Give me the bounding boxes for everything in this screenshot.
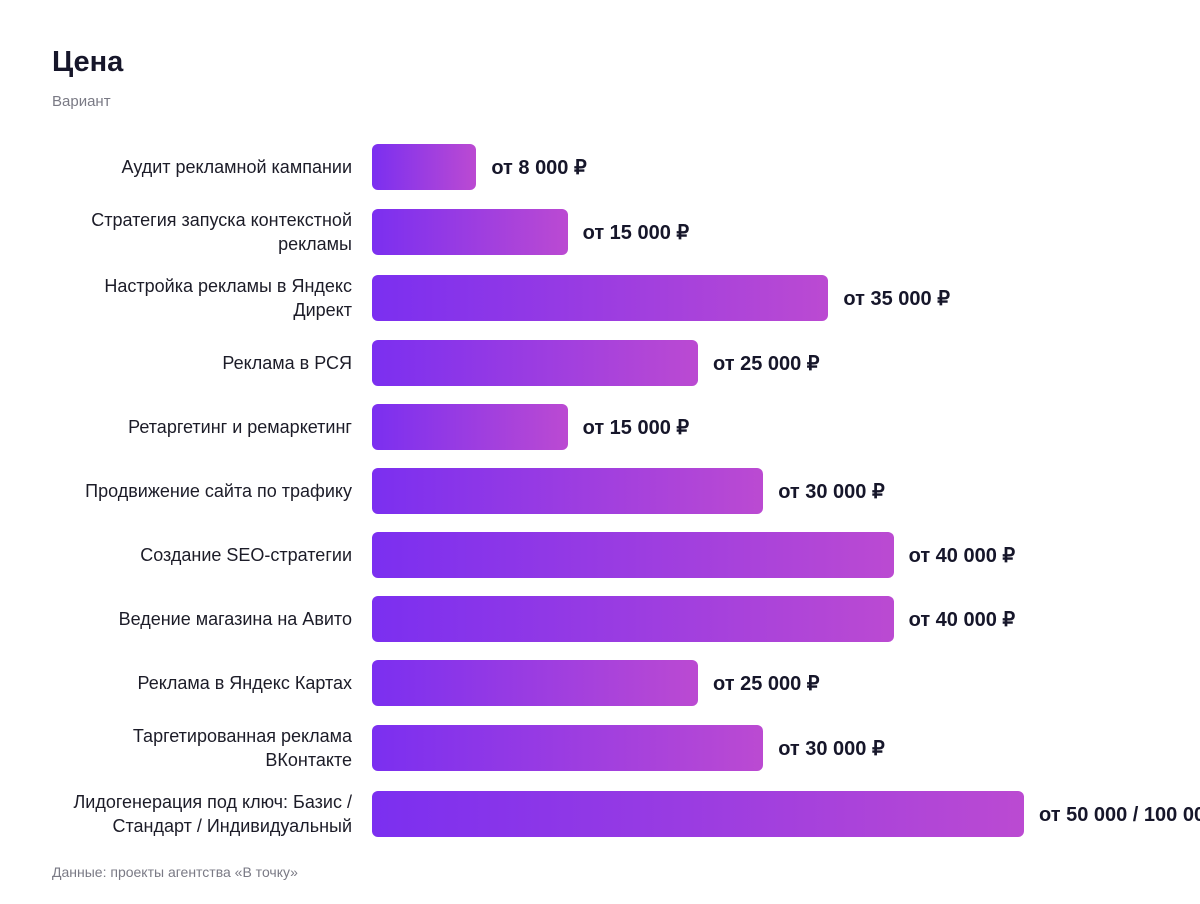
bar-row: Реклама в РСЯ от 25 000 ₽ [52,340,1200,386]
value-label: от 8 000 ₽ [491,156,587,179]
value-label: от 30 000 ₽ [778,480,885,503]
bar [372,468,764,514]
bar [372,144,477,190]
category-label: Стратегия запуска контекстной рекламы [91,210,352,254]
category-label: Настройка рекламы в Яндекс Директ [104,276,352,320]
category-label: Аудит рекламной кампании [121,157,352,177]
value-label: от 50 000 / 100 000 ₽ [1039,803,1200,826]
bar-row: Ведение магазина на Авито от 40 000 ₽ [52,596,1200,642]
value-label: от 40 000 ₽ [908,608,1016,631]
bar-row: Реклама в Яндекс Картах от 25 000 ₽ [52,660,1200,706]
chart-title: Цена [52,46,124,78]
category-label: Ретаргетинг и ремаркетинг [128,417,352,437]
source-note: Данные: проекты агентства «В точку» [52,864,298,880]
category-label: Лидогенерация под ключ: Базис / Стандарт… [73,792,352,836]
value-label: от 35 000 ₽ [843,287,950,310]
value-label: от 15 000 ₽ [582,416,690,439]
bar-row: Стратегия запуска контекстной рекламы от … [52,208,1200,256]
bar-row: Таргетированная реклама ВКонтакте от 30 0… [52,724,1200,772]
bar-row: Ретаргетинг и ремаркетинг от 15 000 ₽ [52,404,1200,450]
bar [372,725,764,771]
bars: Аудит рекламной кампании от 8 000 ₽ Страте… [52,144,1200,856]
bar-row: Создание SEO-стратегии от 40 000 ₽ [52,532,1200,578]
bar [372,791,1024,837]
bar [372,532,894,578]
category-label: Продвижение сайта по трафику [85,481,352,501]
value-label: от 25 000 ₽ [713,672,820,695]
category-label: Реклама в Яндекс Картах [137,673,352,693]
bar [372,275,829,321]
category-label: Таргетированная реклама ВКонтакте [132,726,352,770]
bar-row: Продвижение сайта по трафику от 30 000 ₽ [52,468,1200,514]
bar-row: Настройка рекламы в Яндекс Директ от 35 0… [52,274,1200,322]
category-label: Реклама в РСЯ [222,353,352,373]
bar [372,209,568,255]
category-label: Ведение магазина на Авито [118,609,352,629]
value-label: от 30 000 ₽ [778,737,885,760]
value-label: от 40 000 ₽ [908,544,1016,567]
category-label: Создание SEO-стратегии [140,545,352,565]
bar [372,596,894,642]
value-label: от 25 000 ₽ [713,352,820,375]
bar-row: Лидогенерация под ключ: Базис / Стандарт… [52,790,1200,838]
value-label: от 15 000 ₽ [582,221,690,244]
bar-row: Аудит рекламной кампании от 8 000 ₽ [52,144,1200,190]
chart-subtitle: Вариант [52,93,111,110]
bar [372,340,698,386]
bar [372,660,698,706]
bar [372,404,568,450]
